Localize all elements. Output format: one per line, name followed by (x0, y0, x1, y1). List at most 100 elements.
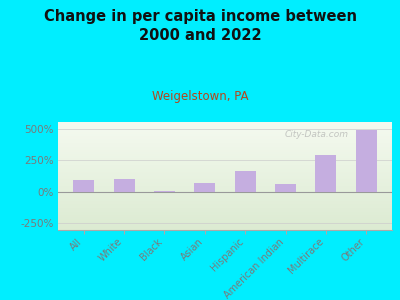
Bar (58, 179, 392, 180)
Bar (58, 171, 392, 172)
Bar (58, 168, 392, 169)
Bar (58, 144, 392, 145)
Bar (235, 171, 256, 192)
Bar (58, 135, 392, 136)
Bar (58, 189, 392, 190)
Bar (58, 184, 392, 185)
Bar (58, 224, 392, 225)
Bar (58, 193, 392, 194)
Bar (58, 141, 392, 142)
Text: Change in per capita income between
2000 and 2022: Change in per capita income between 2000… (44, 9, 356, 43)
Bar (58, 182, 392, 183)
Bar (58, 133, 392, 134)
Bar (58, 213, 392, 214)
Bar (58, 190, 392, 191)
Bar (58, 227, 392, 228)
Bar (58, 136, 392, 137)
Bar (58, 127, 392, 128)
Bar (58, 148, 392, 149)
Bar (58, 150, 392, 151)
Bar (58, 125, 392, 126)
Bar (58, 191, 392, 192)
Bar (58, 186, 392, 187)
Bar (58, 229, 392, 230)
Bar (58, 178, 392, 179)
Bar (58, 222, 392, 223)
Text: City-Data.com: City-Data.com (285, 130, 349, 139)
Bar (58, 220, 392, 221)
Bar (58, 128, 392, 129)
Bar (58, 140, 392, 141)
Bar (194, 183, 215, 192)
Bar (58, 138, 392, 139)
Bar (316, 155, 336, 192)
Bar (58, 194, 392, 195)
Bar (58, 183, 392, 184)
Bar (58, 154, 392, 155)
Bar (58, 122, 392, 123)
Bar (58, 192, 392, 193)
Bar (58, 209, 392, 210)
Bar (58, 142, 392, 143)
Bar (58, 202, 392, 203)
Bar (58, 151, 392, 152)
Bar (58, 208, 392, 209)
Bar (58, 200, 392, 201)
Bar (58, 214, 392, 215)
Bar (58, 155, 392, 156)
Bar (58, 145, 392, 146)
Bar (58, 181, 392, 182)
Bar (58, 185, 392, 186)
Bar (58, 196, 392, 197)
Bar (58, 139, 392, 140)
Bar (58, 130, 392, 131)
Bar (58, 123, 392, 124)
Bar (58, 173, 392, 174)
Bar (58, 143, 392, 144)
Bar (58, 163, 392, 164)
Bar (58, 166, 392, 167)
Bar (58, 206, 392, 207)
Bar (58, 197, 392, 198)
Bar (58, 218, 392, 219)
Bar (58, 180, 392, 181)
Bar (154, 191, 175, 192)
Bar (58, 165, 392, 166)
Bar (58, 215, 392, 216)
Bar (58, 221, 392, 222)
Bar (58, 212, 392, 213)
Bar (58, 217, 392, 218)
Bar (58, 131, 392, 132)
Bar (58, 149, 392, 150)
Bar (58, 164, 392, 165)
Bar (73, 180, 94, 192)
Bar (58, 210, 392, 211)
Bar (356, 130, 377, 192)
Bar (58, 225, 392, 226)
Bar (58, 170, 392, 171)
Bar (58, 134, 392, 135)
Bar (58, 160, 392, 161)
Bar (58, 161, 392, 162)
Bar (58, 137, 392, 138)
Bar (58, 169, 392, 170)
Bar (58, 199, 392, 200)
Bar (58, 158, 392, 159)
Bar (58, 159, 392, 160)
Text: Weigelstown, PA: Weigelstown, PA (152, 90, 248, 103)
Bar (58, 162, 392, 163)
Bar (58, 228, 392, 229)
Bar (58, 198, 392, 199)
Bar (58, 223, 392, 224)
Bar (58, 204, 392, 205)
Bar (58, 153, 392, 154)
Bar (58, 147, 392, 148)
Bar (58, 167, 392, 168)
Bar (114, 178, 134, 192)
Bar (58, 216, 392, 217)
Bar (58, 157, 392, 158)
Bar (58, 126, 392, 127)
Bar (58, 207, 392, 208)
Bar (58, 174, 392, 175)
Bar (58, 187, 392, 188)
